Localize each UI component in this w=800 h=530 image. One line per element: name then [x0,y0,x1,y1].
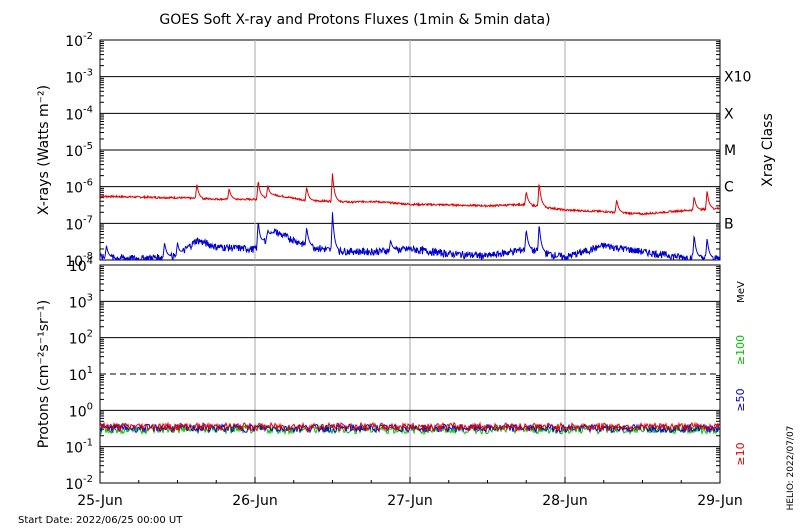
proton-energy-legend: ≥10 ≥50 ≥100 [734,335,747,466]
proton-legend-label: ≥10 [734,442,747,465]
xray-class-label: B [724,216,734,232]
chart-title: GOES Soft X-ray and Protons Fluxes (1min… [159,12,550,28]
xray-class-axis-label: Xray Class [760,113,776,187]
xray-y-tick-label: 10-4 [65,104,93,123]
proton-y-tick-label: 100 [69,401,93,420]
xray-class-label: M [724,143,736,159]
proton-legend-label: ≥100 [734,335,747,365]
xray-y-tick-label: 10-3 [65,68,93,87]
x-axis-tick-labels: 25-Jun 26-Jun 27-Jun 28-Jun 29-Jun [77,477,743,509]
proton-y-tick-labels: 104 103 102 101 100 10-1 10-2 [65,256,93,493]
xray-long-channel-line [100,173,720,216]
xray-series [100,173,720,260]
proton-grid [100,265,720,483]
xray-class-label: X10 [724,70,751,86]
x-tick-label: 27-Jun [387,493,433,509]
x-tick-label: 26-Jun [232,493,278,509]
x-tick-label: 29-Jun [697,493,743,509]
helio-credit-label: HELIO: 2022/07/07 [786,426,796,511]
proton-y-tick-label: 10-1 [65,438,93,457]
proton-y-axis-label: Protons (cm⁻²s⁻¹sr⁻¹) [36,300,52,449]
proton-mev-label: MeV [736,281,747,303]
proton-y-tick-label: 102 [69,329,93,348]
xray-y-tick-label: 10-8 [65,251,93,270]
proton-y-tick-label: 103 [69,292,93,311]
proton-y-tick-label: 10-2 [65,474,93,493]
xray-y-tick-label: 10-7 [65,214,93,233]
xray-y-tick-label: 10-6 [65,178,93,197]
xray-panel: 10-2 10-3 10-4 10-5 10-6 10-7 10-8 X10 X M C B X-r… [36,31,776,270]
proton-legend-label: ≥50 [734,388,747,411]
proton-series-line [99,421,721,433]
xray-y-tick-label: 10-5 [65,141,93,160]
start-date-label: Start Date: 2022/06/25 00:00 UT [18,515,183,526]
proton-panel: 104 103 102 101 100 10-1 10-2 ≥10 ≥50 ≥100 Proto… [36,256,747,493]
proton-y-tick-label: 104 [69,256,93,275]
x-tick-label: 25-Jun [77,493,123,509]
xray-series-group [100,173,720,260]
xray-grid [100,40,720,260]
xray-class-label: X [724,106,734,122]
xray-class-label: C [724,180,734,196]
proton-series [99,421,721,436]
xray-y-tick-labels: 10-2 10-3 10-4 10-5 10-6 10-7 10-8 [65,31,93,270]
xray-y-tick-label: 10-2 [65,31,93,50]
xray-y-axis-label: X-rays (Watts m⁻²) [36,85,52,215]
xray-short-channel-line [100,212,720,260]
proton-y-tick-label: 101 [69,365,93,384]
xray-class-labels: X10 X M C B [724,70,751,233]
x-tick-label: 28-Jun [542,493,588,509]
